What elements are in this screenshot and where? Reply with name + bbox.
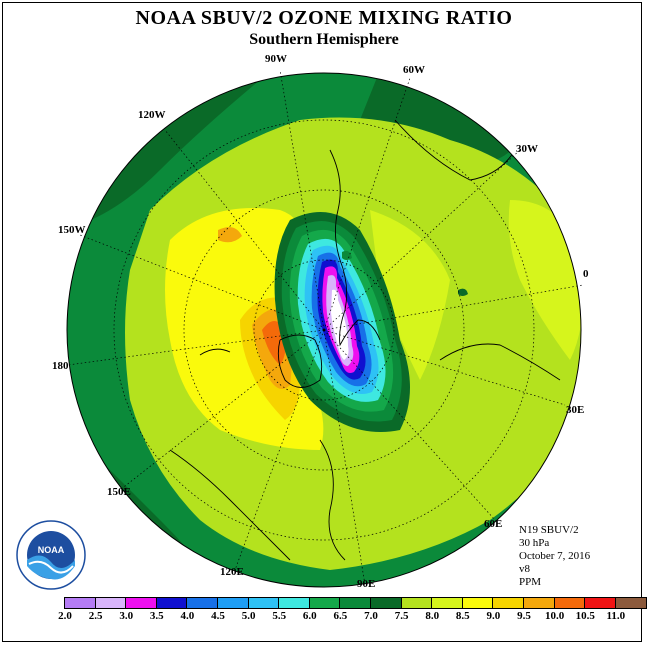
colorbar-tick-label: 2.5 [88,610,103,622]
lon-label-0: 0 [583,268,589,280]
lon-label-180: 180 [52,360,69,372]
colorbar-tick-label: 3.5 [149,610,164,622]
colorbar-tick-label: 7.5 [394,610,409,622]
map-subtitle: Southern Hemisphere [249,31,399,48]
lon-label-90e: 90E [357,578,376,590]
noaa-logo-text: NOAA [38,545,65,555]
colorbar-tick-label: 3.0 [119,610,134,622]
lon-label-150e: 150E [107,486,131,498]
colorbar-swatch [462,598,494,608]
colorbar-tick-label: 7.0 [364,610,378,622]
units-label: PPM [519,576,542,588]
colorbar-swatch [126,598,157,608]
coastlines [169,119,561,561]
colorbar-tick-label: 5.5 [272,610,287,622]
colorbar-tick-label: 6.5 [333,610,348,622]
colorbar-tick-label: 10.5 [575,610,595,622]
lon-label-60w: 60W [403,64,425,76]
colorbar-swatch [340,598,371,608]
colorbar [64,597,648,609]
colorbar-swatch [523,598,555,608]
product-info: N19 SBUV/2 30 hPa October 7, 2016 v8 PPM [519,524,590,589]
lon-label-120w: 120W [138,109,166,121]
colorbar-tick-label: 10.0 [544,610,565,622]
colorbar-swatch [309,598,341,608]
colorbar-swatch [156,598,188,608]
colorbar-swatch [401,598,433,608]
lon-label-120e: 120E [220,566,244,578]
colorbar-tick-label: 11.0 [606,610,626,622]
colorbar-swatch [493,598,524,608]
lon-label-150w: 150W [58,224,86,236]
colorbar-tick-label: 9.0 [486,610,501,622]
colorbar-swatch [187,598,218,608]
level-label: 30 hPa [519,537,550,549]
lon-label-30w: 30W [516,143,538,155]
colorbar-swatch [432,598,463,608]
noaa-logo: NOAA [16,520,86,590]
graticule [67,69,584,586]
colorbar-tick-label: 6.0 [302,610,317,622]
lon-label-30e: 30E [566,404,585,416]
colorbar-swatch [217,598,249,608]
colorbar-swatch [95,598,127,608]
colorbar-tick-label: 8.5 [455,610,470,622]
colorbar-swatch [585,598,616,608]
map-boundary [66,72,582,588]
lon-label-90w: 90W [265,53,287,65]
figure-frame [2,2,642,642]
lon-label-60e: 60E [484,518,503,530]
colorbar-swatch [554,598,586,608]
colorbar-tick-label: 4.5 [211,610,225,622]
colorbar-tick-label: 8.0 [425,610,440,622]
satellite-label: N19 SBUV/2 [519,524,579,536]
colorbar-swatch [370,598,402,608]
colorbar-swatch [248,598,280,608]
version-label: v8 [519,563,530,575]
colorbar-tick-label: 5.0 [241,610,256,622]
date-label: October 7, 2016 [519,550,591,562]
map-title: NOAA SBUV/2 OZONE MIXING RATIO [135,7,513,29]
colorbar-swatch [279,598,310,608]
colorbar-tick-label: 9.5 [517,610,531,622]
colorbar-swatch [65,598,96,608]
colorbar-swatch [615,598,647,608]
colorbar-tick-label: 2.0 [58,610,72,622]
colorbar-tick-label: 4.0 [180,610,195,622]
